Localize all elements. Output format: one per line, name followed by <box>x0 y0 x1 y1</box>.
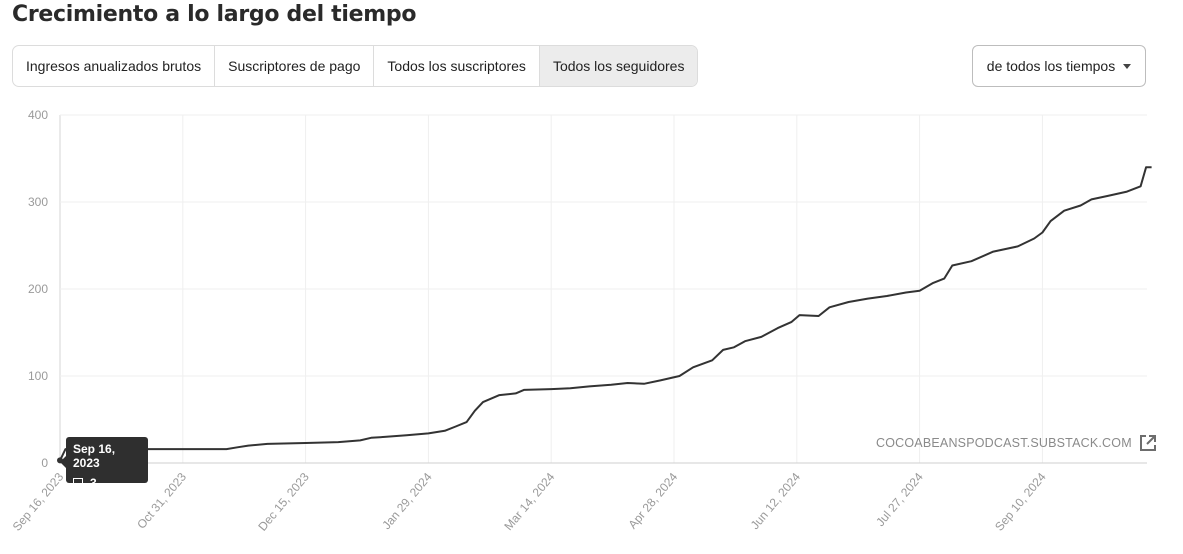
x-tick-label: Jun 12, 2024 <box>748 470 804 532</box>
tab-todos-suscriptores[interactable]: Todos los suscriptores <box>374 46 540 86</box>
time-range-value: de todos los tiempos <box>986 58 1116 74</box>
tooltip-date: Sep 16, 2023 <box>73 442 116 470</box>
caret-down-icon <box>1123 63 1132 69</box>
x-tick-label: Dec 15, 2023 <box>255 470 312 534</box>
tab-todos-seguidores[interactable]: Todos los seguidores <box>539 46 698 86</box>
followers-series-line <box>59 166 1152 461</box>
series-swatch-icon <box>73 478 83 488</box>
substack-link[interactable]: COCOABEANSPODCAST.SUBSTACK.COM <box>876 433 1158 453</box>
tab-ingresos-anualizados[interactable]: Ingresos anualizados brutos <box>13 46 216 86</box>
y-tick-label: 0 <box>41 456 48 470</box>
chart-tooltip: Sep 16, 2023 3 <box>60 437 148 490</box>
metric-tabs: Ingresos anualizados brutos Suscriptores… <box>12 45 699 87</box>
y-tick-label: 200 <box>28 282 48 296</box>
x-axis-ticks: Sep 16, 2023 Oct 31, 2023 Dec 15, 2023 Jan … <box>10 470 1049 534</box>
x-tick-label: Sep 10, 2024 <box>992 470 1049 534</box>
page-title: Crecimiento a lo largo del tiempo <box>12 2 417 27</box>
x-tick-label: Jul 27, 2024 <box>873 470 926 529</box>
tab-suscriptores-pago[interactable]: Suscriptores de pago <box>215 46 375 86</box>
external-link-icon <box>1139 435 1156 451</box>
x-tick-label: Jan 29, 2024 <box>379 470 435 532</box>
y-tick-label: 100 <box>28 369 48 383</box>
x-tick-label: Mar 14, 2024 <box>501 470 557 533</box>
grid-horizontal <box>60 114 1147 464</box>
watermark-text: COCOABEANSPODCAST.SUBSTACK.COM <box>876 436 1132 450</box>
y-tick-label: 400 <box>28 108 48 122</box>
y-tick-label: 300 <box>28 195 48 209</box>
x-tick-label: Apr 28, 2024 <box>625 470 680 532</box>
tooltip-value: 3 <box>90 476 97 490</box>
y-axis-ticks: 0 100 200 300 400 <box>28 108 48 470</box>
time-range-select[interactable]: de todos los tiempos <box>972 45 1146 87</box>
x-tick-label: Sep 16, 2023 <box>10 470 67 534</box>
